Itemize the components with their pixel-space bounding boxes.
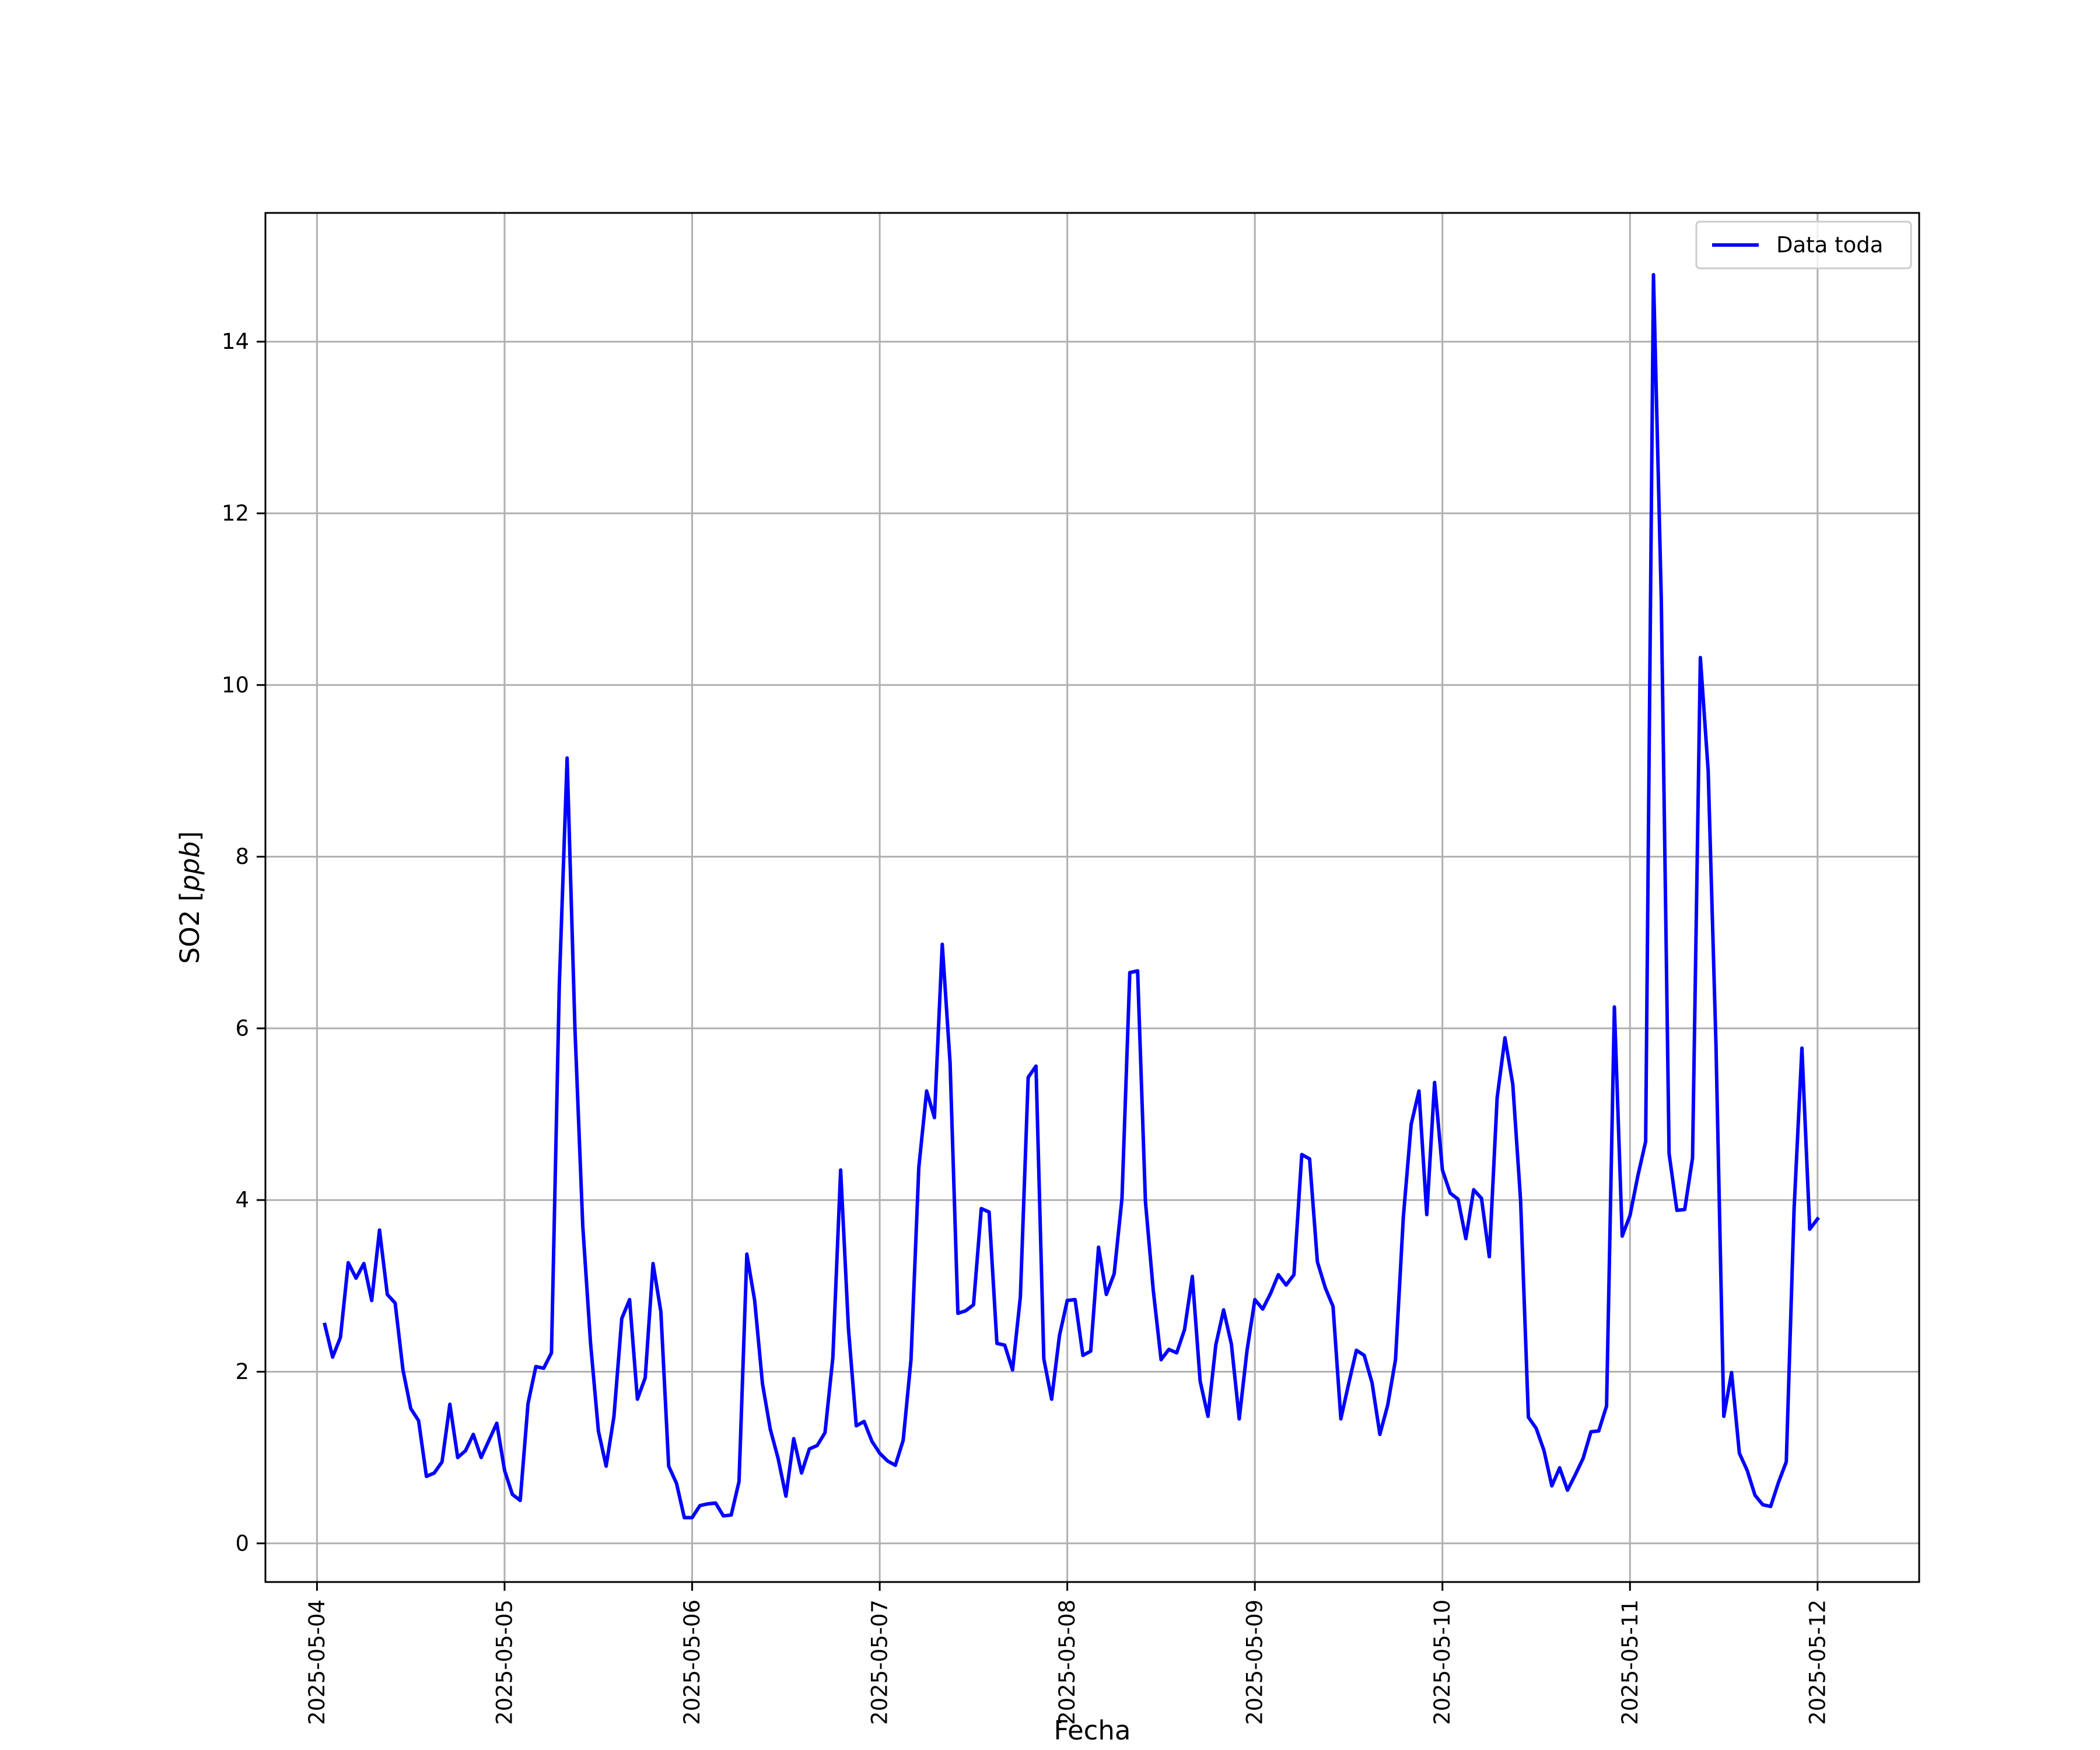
x-tick-label: 2025-05-12	[1805, 1600, 1830, 1725]
x-axis-tick-labels: 2025-05-04 2025-05-05 2025-05-06 2025-05-07…	[304, 1600, 1830, 1725]
series-layer	[323, 272, 1821, 1520]
y-tick-label: 2	[235, 1359, 249, 1384]
y-tick-label: 0	[235, 1531, 249, 1556]
x-tick-label: 2025-05-09	[1242, 1600, 1268, 1725]
y-axis-label: SO2 [ppb]	[174, 831, 205, 964]
legend-box	[1695, 220, 1912, 270]
x-tick-label: 2025-05-04	[304, 1600, 330, 1725]
y-tick-label: 6	[235, 1016, 249, 1041]
y-tick-label: 14	[222, 329, 249, 354]
x-tick-label: 2025-05-08	[1055, 1600, 1080, 1725]
y-axis-label-bracket: ]	[174, 831, 205, 842]
y-axis-tick-labels: 0 2 4 6 8 10 12 14	[222, 329, 249, 1556]
y-axis-label-unit: ppb	[174, 841, 205, 892]
x-tick-label: 2025-05-06	[680, 1600, 705, 1725]
grid-lines	[265, 213, 1919, 1582]
x-axis-label: Fecha	[1054, 1715, 1131, 1746]
y-tick-label: 12	[222, 501, 249, 526]
x-tick-label: 2025-05-07	[867, 1600, 892, 1725]
y-tick-label: 4	[235, 1188, 249, 1213]
x-tick-label: 2025-05-10	[1430, 1600, 1455, 1725]
axis-ticks	[257, 341, 1819, 1591]
y-axis-label-text: SO2 [	[174, 891, 205, 964]
y-tick-label: 8	[235, 844, 249, 869]
plot-area-frame	[264, 212, 1920, 1583]
x-tick-label: 2025-05-11	[1618, 1600, 1643, 1725]
legend: Data toda	[1695, 220, 1912, 270]
series-line-data-toda	[323, 272, 1821, 1520]
x-tick-label: 2025-05-05	[492, 1600, 517, 1725]
y-tick-label: 10	[222, 673, 249, 698]
legend-label-data-toda: Data toda	[1776, 233, 1883, 258]
